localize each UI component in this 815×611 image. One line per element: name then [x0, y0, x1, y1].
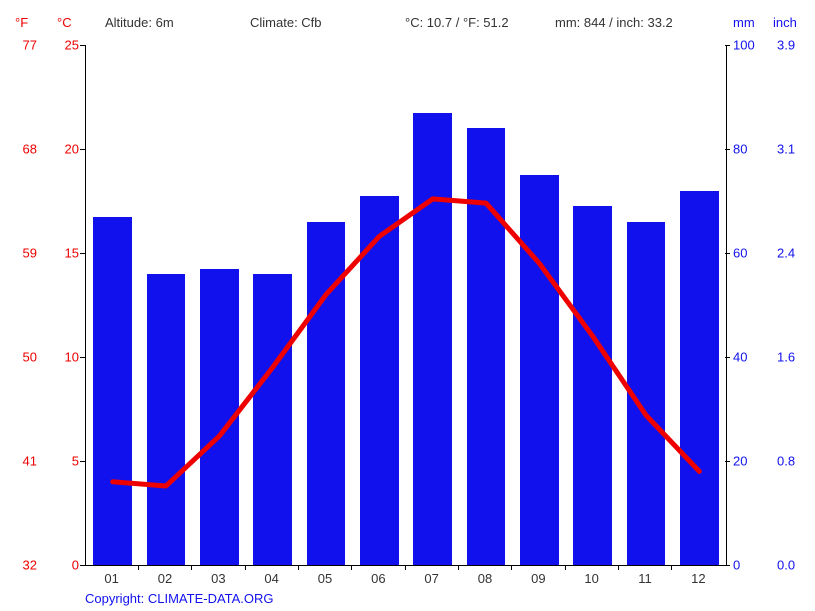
- header-precip-total: mm: 844 / inch: 33.2: [555, 15, 673, 30]
- y-left-c-label: 0: [57, 558, 79, 573]
- y-right-mm-label: 100: [733, 38, 755, 53]
- y-left-f-label: 50: [15, 350, 37, 365]
- y-left-f-label: 41: [15, 454, 37, 469]
- y-right-mm-label: 0: [733, 558, 740, 573]
- temp-line: [86, 45, 726, 565]
- x-tick-label: 11: [638, 571, 652, 586]
- y-left-c-label: 15: [57, 246, 79, 261]
- x-tick-label: 09: [531, 571, 545, 586]
- y-right-mm-label: 20: [733, 454, 747, 469]
- x-tick-label: 02: [158, 571, 172, 586]
- copyright: Copyright: CLIMATE-DATA.ORG: [85, 591, 274, 606]
- y-right-inch-label: 3.9: [777, 38, 795, 53]
- x-tick-label: 07: [424, 571, 438, 586]
- header-climate: Climate: Cfb: [250, 15, 322, 30]
- x-tick-label: 03: [211, 571, 225, 586]
- y-left-f-label: 68: [15, 142, 37, 157]
- x-tick-label: 10: [584, 571, 598, 586]
- y-right-mm-label: 80: [733, 142, 747, 157]
- y-left-f-label: 77: [15, 38, 37, 53]
- y-left-f-label: 59: [15, 246, 37, 261]
- y-left-f-label: 32: [15, 558, 37, 573]
- header-altitude: Altitude: 6m: [105, 15, 174, 30]
- y-left-c-label: 25: [57, 38, 79, 53]
- x-tick-label: 01: [104, 571, 118, 586]
- x-tick-label: 08: [478, 571, 492, 586]
- y-right-mm-label: 40: [733, 350, 747, 365]
- y-left-c-label: 20: [57, 142, 79, 157]
- axis-title-f: °F: [15, 15, 28, 30]
- axis-title-c: °C: [57, 15, 72, 30]
- y-right-inch-label: 1.6: [777, 350, 795, 365]
- x-tick-label: 06: [371, 571, 385, 586]
- header-temp-avg: °C: 10.7 / °F: 51.2: [405, 15, 509, 30]
- y-right-inch-label: 0.8: [777, 454, 795, 469]
- axis-title-inch: inch: [773, 15, 797, 30]
- axis-title-mm: mm: [733, 15, 755, 30]
- y-right-inch-label: 0.0: [777, 558, 795, 573]
- y-left-c-label: 10: [57, 350, 79, 365]
- y-right-mm-label: 60: [733, 246, 747, 261]
- y-left-c-label: 5: [57, 454, 79, 469]
- climate-chart: 01 02 03 04 05 06 07 08 09 10 11 12 0 32 5 41 10 50 15 59 20…: [0, 0, 815, 611]
- y-right-inch-label: 3.1: [777, 142, 795, 157]
- plot-area: [85, 45, 727, 566]
- y-right-inch-label: 2.4: [777, 246, 795, 261]
- x-tick-label: 12: [691, 571, 705, 586]
- x-tick-label: 05: [318, 571, 332, 586]
- x-tick-label: 04: [264, 571, 278, 586]
